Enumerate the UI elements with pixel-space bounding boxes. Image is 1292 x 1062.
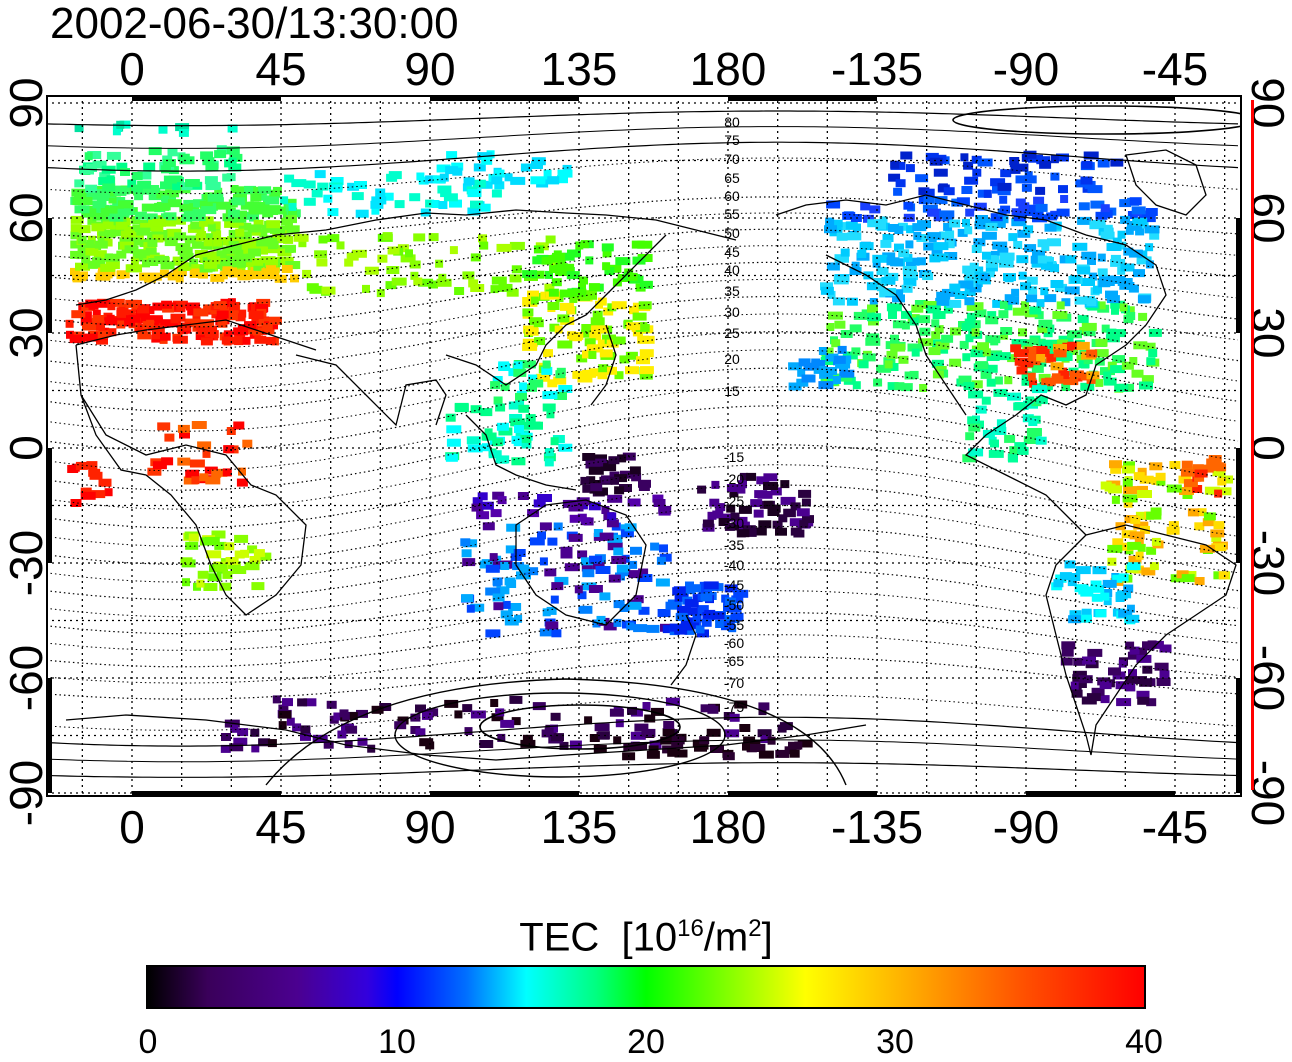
bottom-lon-tick: 45 [255,801,307,853]
top-lon-tick: -135 [830,43,924,95]
coastline [1125,149,1207,216]
bottom-lon-tick: 180 [689,801,767,853]
contour-label: 45 [724,244,740,260]
colorbar [146,965,1146,1009]
bottom-lon-tick: -135 [830,801,924,853]
left-lat-tick: 0 [0,435,52,461]
contour-label: -40 [724,557,744,573]
colorbar-tick: 40 [1125,1023,1163,1061]
coastline [295,354,447,427]
coastline [465,414,577,491]
contour-label: 65 [724,170,740,186]
right-red-line [1251,100,1254,790]
left-lat-tick: -90 [0,759,52,827]
contour-label: -20 [724,471,744,487]
contour-label: 70 [724,151,740,167]
contour-label: 60 [724,188,740,204]
top-lon-tick: 0 [119,43,145,95]
left-lat-tick: 60 [0,192,52,244]
colorbar-tick: 20 [627,1023,665,1061]
contour-label: 35 [724,283,740,299]
magnetic-contours [46,105,1242,786]
contour-label: 15 [724,383,740,399]
colorbar-tick: 0 [138,1023,158,1061]
contour-label: -45 [724,577,744,593]
bottom-lon-tick: -45 [1141,801,1209,853]
contour-label: -60 [724,635,744,651]
coastline [590,324,617,406]
top-lon-tick: -90 [992,43,1060,95]
left-lat-tick: -60 [0,644,52,712]
coastline [670,614,697,686]
contour-label: -25 [724,493,744,509]
coastline [445,234,667,386]
bottom-lon-tick: 135 [540,801,618,853]
contour-label: 75 [724,132,740,148]
top-lon-tick: 45 [255,43,307,95]
bottom-lon-tick: 90 [404,801,456,853]
contour-label: -75 [724,699,744,715]
axis-bars [46,95,1242,797]
contour-label: -70 [724,675,744,691]
contour-label: 20 [724,351,740,367]
contour-label: -15 [724,449,744,465]
contour-label: -65 [724,653,744,669]
top-lon-tick: -45 [1141,43,1209,95]
contour-label: -35 [724,537,744,553]
coastline [775,194,1167,536]
colorbar-title: TEC [1016/m2] [519,915,773,960]
contour-label: -55 [724,617,744,633]
contour-label: -50 [724,597,744,613]
tec-data-patches [65,120,1233,761]
coastline [1045,524,1237,756]
map-frame [46,95,1242,797]
contour-label: 55 [724,206,740,222]
bottom-lon-tick: 0 [119,801,145,853]
top-lon-tick: 90 [404,43,456,95]
colorbar-tick: 30 [876,1023,914,1061]
coastline [515,499,647,626]
bottom-lon-tick: -90 [992,801,1060,853]
contour-labels: 80 75 70 65 60 55 50 45 40 35 30 25 20 15 -15 -20 -25 -30… [724,114,744,715]
coastline [75,209,737,306]
left-lat-tick: 90 [0,77,52,129]
coastlines [65,149,1237,761]
tec-world-map: 80 75 70 65 60 55 50 45 40 35 30 25 20 15 -15 -20 -25 -30… [46,95,1242,797]
top-lon-tick: 135 [540,43,618,95]
contour-label: -30 [724,515,744,531]
contour-label: 80 [724,114,740,130]
coastline [65,714,867,761]
contour-label: 40 [724,262,740,278]
coastline [75,344,307,616]
top-lon-tick: 180 [689,43,767,95]
left-lat-tick: -30 [0,529,52,597]
left-lat-tick: 30 [0,307,52,359]
colorbar-tick: 10 [378,1023,416,1061]
contour-label: 30 [724,304,740,320]
coastline [75,319,317,351]
coastline [825,254,967,416]
map-title: 2002-06-30/13:30:00 [50,0,459,48]
contour-label: 25 [724,325,740,341]
contour-label: 50 [724,225,740,241]
